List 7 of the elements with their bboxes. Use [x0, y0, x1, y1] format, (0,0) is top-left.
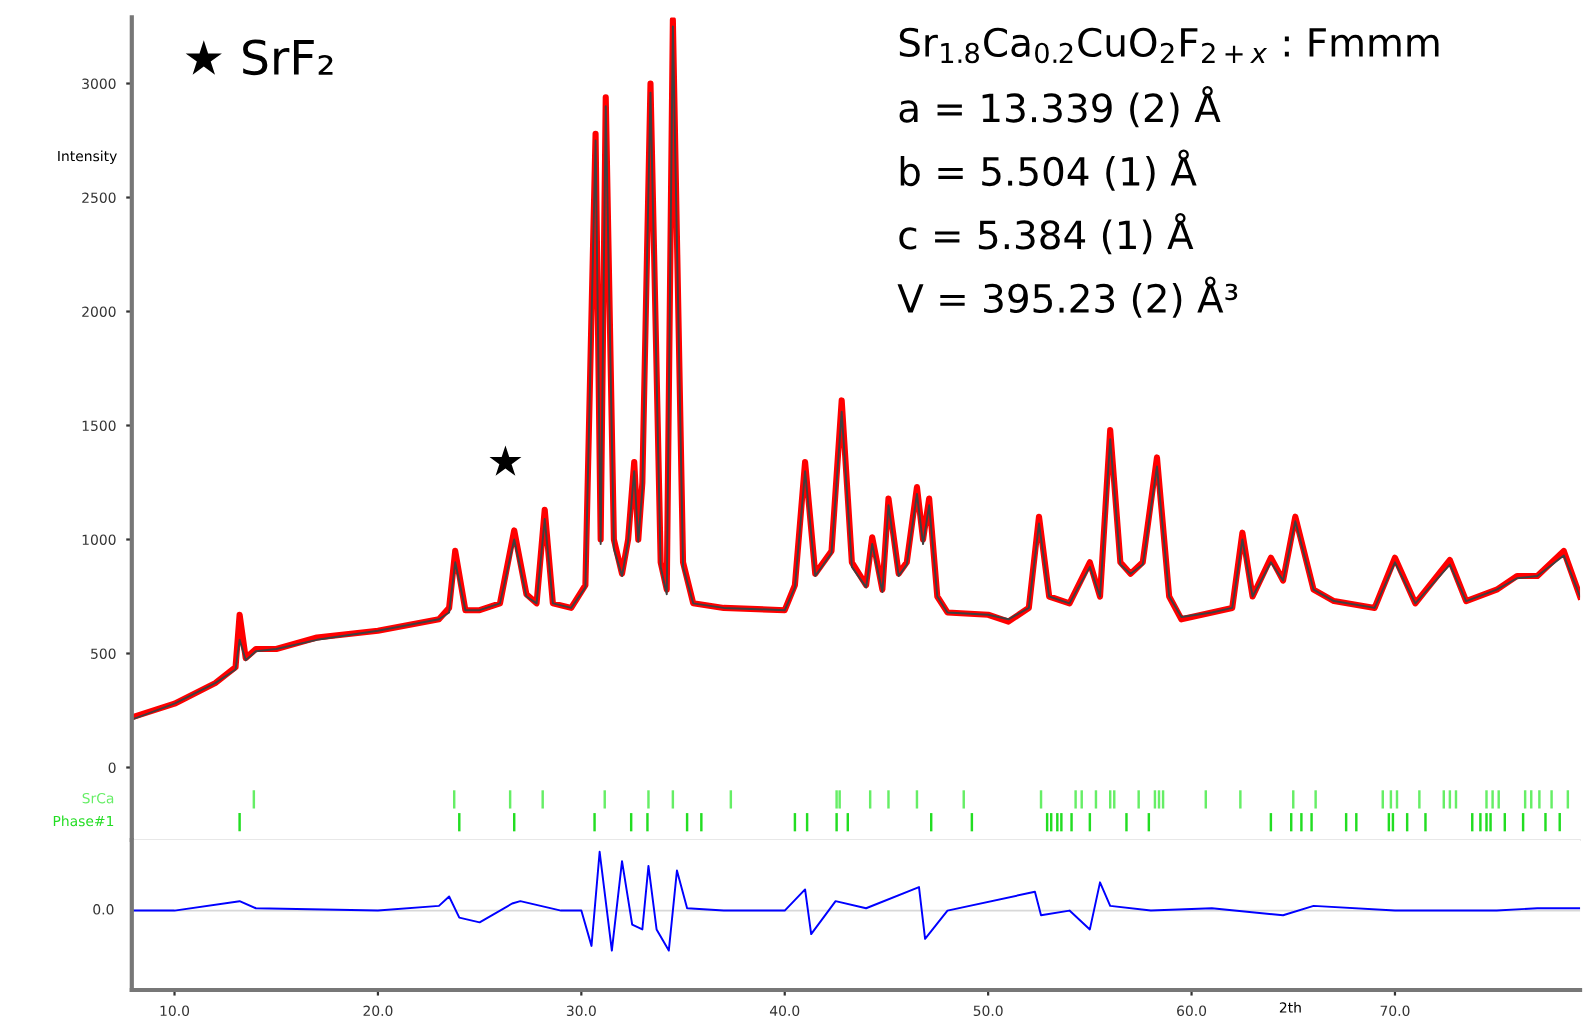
- annotation: ★: [489, 445, 522, 476]
- annotation: b = 5.504 (1) Å: [900, 149, 1197, 191]
- annotation: ★ SrF₂: [185, 39, 333, 76]
- annotation: c = 5.384 (1) Å: [899, 212, 1194, 255]
- annotation: V = 395.23 (2) Å³: [897, 276, 1238, 318]
- text: Sr$_{1.8}$Ca$_{0.2}$CuO$_{2}$F$_{2+x}$ : Fmmm: [899, 27, 1439, 64]
- annotation: a = 13.339 (2) Å: [899, 85, 1221, 128]
